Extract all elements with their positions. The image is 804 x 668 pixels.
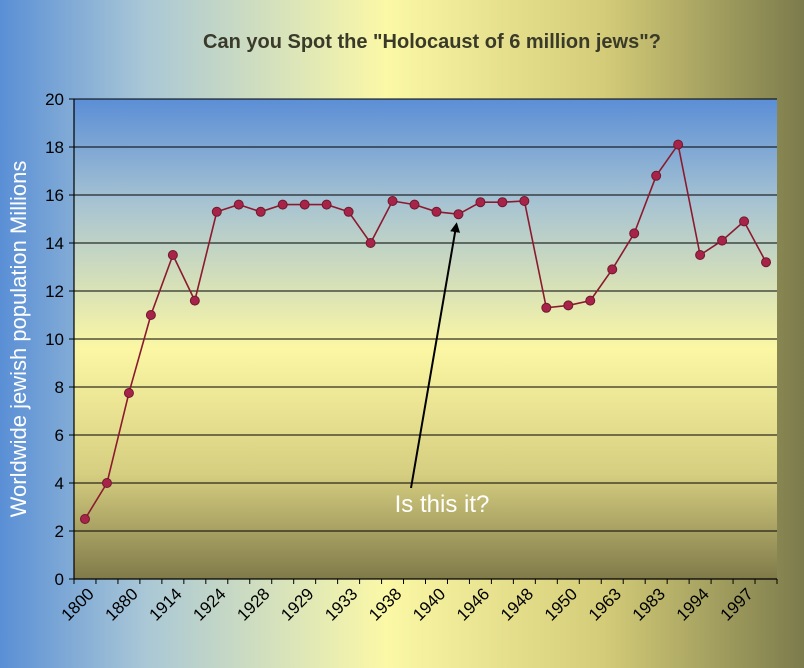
- axes: [73, 99, 778, 584]
- data-point: [563, 300, 574, 311]
- x-tick-label-1994: 1994: [673, 584, 713, 624]
- y-axis-label: Worldwide jewish population Millions: [6, 161, 31, 518]
- data-point: [387, 196, 398, 206]
- x-tick-label-1997: 1997: [717, 584, 757, 624]
- data-point: [277, 199, 288, 210]
- data-point: [541, 302, 552, 313]
- data-point: [409, 199, 420, 210]
- data-point: [717, 235, 728, 246]
- data-point: [475, 197, 486, 208]
- series-markers: [79, 139, 772, 524]
- y-tick-label-18: 18: [45, 138, 64, 157]
- data-point: [167, 250, 178, 260]
- x-tick-label-1933: 1933: [321, 584, 361, 624]
- data-point: [343, 206, 354, 217]
- grid-lines: [69, 98, 777, 580]
- data-point: [739, 216, 750, 227]
- y-tick-label-16: 16: [45, 186, 64, 205]
- x-tick-label-1940: 1940: [409, 584, 449, 624]
- data-point: [211, 206, 222, 217]
- x-tick-label-1928: 1928: [233, 584, 273, 624]
- data-point: [189, 295, 200, 306]
- data-point: [233, 199, 244, 210]
- y-tick-label-20: 20: [45, 90, 64, 109]
- x-tick-label-1914: 1914: [146, 584, 186, 624]
- data-point: [299, 199, 310, 210]
- y-tick-label-10: 10: [45, 330, 64, 349]
- data-point: [607, 264, 618, 275]
- series-line: [84, 142, 767, 520]
- x-tick-label-1963: 1963: [585, 584, 625, 624]
- y-tick-label-2: 2: [55, 522, 64, 541]
- x-tick-label-1950: 1950: [541, 584, 581, 624]
- annotation-arrow: [410, 222, 461, 489]
- data-point: [255, 206, 266, 217]
- data-point: [79, 514, 90, 524]
- series-line-layer: [84, 142, 767, 520]
- x-tick-labels: 1800 1880 1914 1924 1928 1929 1933 1938 1940 1946…: [58, 584, 757, 624]
- y-tick-label-12: 12: [45, 282, 64, 301]
- data-point: [695, 250, 706, 260]
- y-tick-label-8: 8: [55, 378, 64, 397]
- data-point: [101, 478, 112, 488]
- x-tick-label-1946: 1946: [453, 584, 493, 624]
- x-tick-label-1948: 1948: [497, 584, 537, 624]
- data-point: [365, 238, 376, 248]
- data-point: [761, 257, 772, 268]
- y-tick-label-0: 0: [55, 570, 64, 589]
- y-tick-label-6: 6: [55, 426, 64, 445]
- x-tick-label-1800: 1800: [58, 584, 98, 624]
- data-point: [145, 310, 156, 320]
- data-point: [673, 139, 684, 150]
- y-tick-label-14: 14: [45, 234, 64, 253]
- data-point: [431, 206, 442, 217]
- data-point: [585, 295, 596, 306]
- data-point: [123, 388, 134, 398]
- data-point: [497, 197, 508, 208]
- data-point: [519, 196, 530, 206]
- y-tick-labels: 0 2 4 6 8 10 12 14 16 18 20: [45, 90, 64, 589]
- x-tick-label-1938: 1938: [365, 584, 405, 624]
- annotation-text: Is this it?: [395, 491, 490, 518]
- data-point: [651, 170, 662, 181]
- x-tick-label-1983: 1983: [629, 584, 669, 624]
- data-point: [629, 228, 640, 239]
- x-tick-label-1880: 1880: [102, 584, 142, 624]
- x-tick-label-1924: 1924: [189, 584, 229, 624]
- data-point: [453, 209, 464, 220]
- chart-title: Can you Spot the "Holocaust of 6 million…: [203, 31, 661, 53]
- x-tick-label-1929: 1929: [277, 584, 317, 624]
- y-tick-label-4: 4: [55, 474, 64, 493]
- data-point: [321, 199, 332, 210]
